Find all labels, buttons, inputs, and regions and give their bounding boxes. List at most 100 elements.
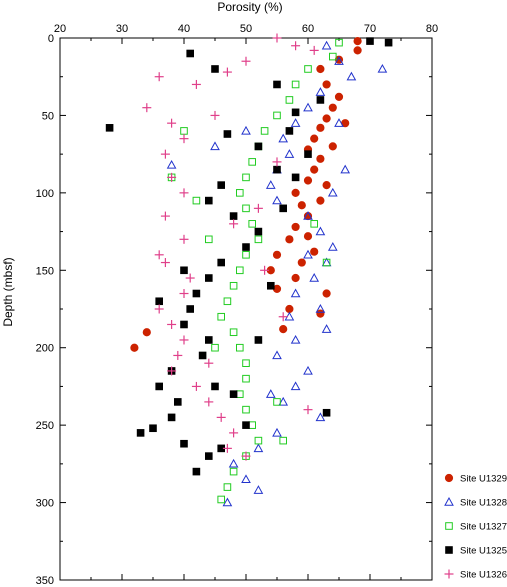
data-point: [272, 33, 282, 43]
data-point: [236, 189, 244, 197]
data-point: [273, 111, 281, 120]
data-point: [186, 305, 194, 313]
data-point: [241, 474, 251, 484]
data-point: [279, 325, 288, 334]
data-point: [242, 421, 250, 429]
y-tick-label: 150: [36, 265, 54, 277]
data-point: [242, 359, 250, 367]
data-point: [278, 133, 289, 143]
data-point: [180, 127, 188, 135]
data-point: [322, 114, 331, 123]
y-tick-label: 300: [36, 498, 54, 510]
data-point: [310, 134, 319, 143]
data-point: [327, 242, 338, 251]
data-point: [253, 203, 263, 213]
data-point: [217, 495, 225, 504]
data-point: [303, 102, 313, 112]
data-point: [160, 211, 170, 221]
data-point: [322, 289, 331, 298]
data-point: [272, 250, 282, 259]
data-point: [142, 328, 151, 337]
data-point: [329, 52, 337, 61]
data-point: [167, 172, 177, 182]
legend-label: Site U1328: [460, 498, 507, 509]
data-point: [273, 165, 281, 174]
legend-item: Site U1329: [444, 473, 507, 485]
y-tick-label: 0: [48, 33, 54, 45]
plot-border: [59, 37, 433, 581]
data-point: [174, 398, 182, 406]
series-site-u1329: [130, 36, 362, 352]
x-axis-label: Porosity (%): [217, 0, 282, 14]
legend-label: Site U1327: [460, 522, 507, 533]
data-point: [265, 389, 276, 398]
data-point: [316, 96, 325, 104]
data-point: [191, 381, 201, 391]
data-point: [297, 201, 306, 210]
data-point: [166, 159, 177, 169]
data-point: [205, 196, 213, 205]
legend-item: Site U1327: [445, 522, 507, 533]
data-point: [241, 125, 251, 135]
data-point: [192, 467, 201, 476]
data-point: [254, 336, 263, 344]
data-point: [297, 258, 306, 267]
data-point: [160, 149, 170, 159]
data-point: [192, 289, 201, 298]
y-axis-label: Depth (mbsf): [1, 257, 15, 326]
plot-frame: [59, 37, 433, 581]
data-point: [204, 397, 214, 407]
data-point: [241, 56, 251, 66]
data-point: [167, 366, 177, 376]
data-point: [334, 56, 344, 65]
legend-marker: [444, 569, 454, 579]
data-point: [217, 258, 225, 267]
data-point: [321, 40, 332, 50]
legend-label: Site U1329: [460, 474, 507, 485]
data-point: [353, 46, 362, 55]
data-point: [291, 173, 300, 182]
data-point: [211, 65, 219, 73]
data-point: [253, 485, 264, 494]
data-point: [229, 328, 238, 337]
legend-item: Site U1328: [444, 496, 507, 509]
data-point: [279, 436, 287, 445]
data-point: [179, 234, 189, 244]
data-point: [149, 424, 157, 433]
data-point: [315, 87, 326, 96]
data-point: [185, 273, 195, 283]
data-point: [322, 181, 331, 190]
data-point: [242, 173, 250, 182]
legend-label: Site U1325: [460, 546, 507, 557]
data-point: [291, 80, 300, 89]
data-point: [216, 412, 226, 422]
data-point: [272, 157, 282, 167]
data-point: [229, 281, 238, 290]
data-point: [267, 281, 275, 290]
y-tick-label: 350: [36, 575, 54, 587]
data-point: [254, 235, 263, 244]
y-tick-label: 100: [36, 188, 54, 200]
data-point: [223, 130, 232, 138]
x-tick-label: 50: [240, 23, 252, 35]
data-point: [205, 452, 213, 460]
data-point: [309, 45, 319, 55]
legend-marker: [444, 473, 454, 483]
data-point: [265, 180, 276, 189]
data-point: [155, 382, 163, 391]
data-point: [322, 408, 331, 417]
data-point: [191, 79, 201, 89]
data-point: [334, 118, 344, 127]
data-point: [154, 72, 164, 82]
data-point: [242, 405, 250, 414]
data-point: [173, 350, 183, 360]
data-point: [291, 108, 300, 117]
data-point: [204, 358, 214, 368]
data-point: [229, 467, 238, 476]
data-point: [310, 165, 319, 174]
legend: Site U1329 Site U1328 Site U1327 Site U1325…: [444, 473, 507, 581]
y-tick-label: 200: [36, 343, 54, 355]
data-point: [217, 181, 225, 189]
data-point: [272, 427, 282, 437]
